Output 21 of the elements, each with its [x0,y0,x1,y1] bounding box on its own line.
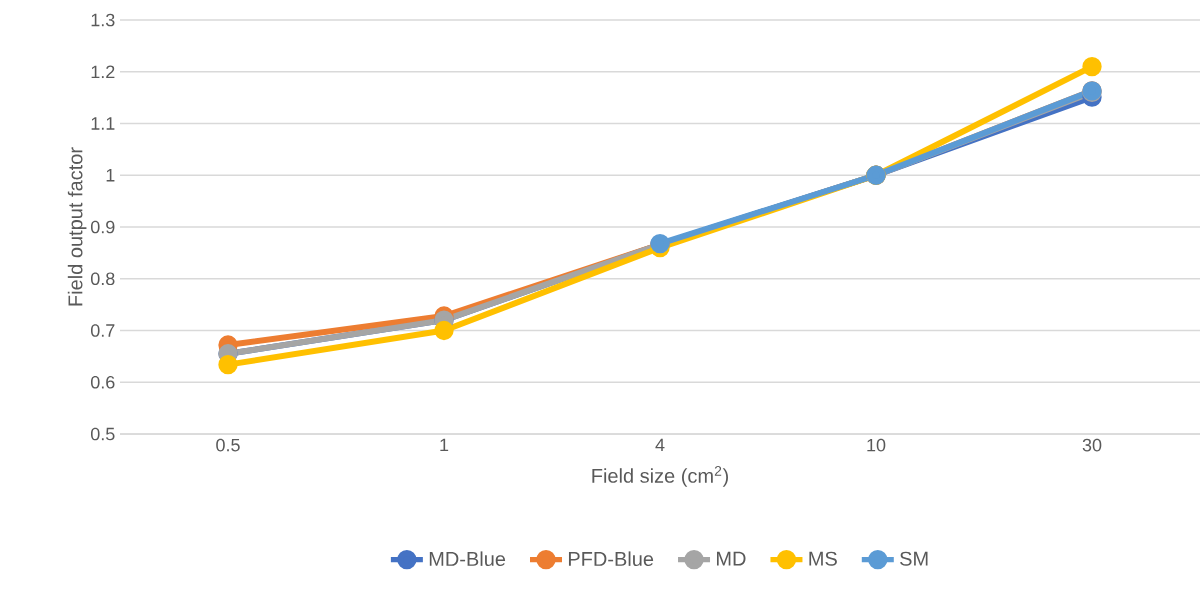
legend-label: MD-Blue [429,551,506,567]
y-tick-label: 0.9 [90,220,115,234]
legend-label: PFD-Blue [568,551,654,567]
x-tick-label: 10 [867,438,886,452]
y-tick-label: 1.2 [91,65,115,79]
y-axis-title: Field output factor [67,147,87,306]
y-tick-label: 0.6 [90,375,115,389]
legend-label: MD [716,551,746,566]
y-tick-label: 0.7 [90,324,115,337]
x-tick-label: 30 [1082,438,1102,452]
x-tick-label: 4 [655,438,665,452]
x-axis-title: Field size (cm$^{2}$) [592,465,728,487]
y-tick-label: 1.1 [91,117,115,130]
x-tick-label: 0.5 [216,438,240,452]
y-tick-label: 0.8 [90,272,115,286]
x-tick-label: 1 [440,438,449,452]
y-tick-label: 1 [106,169,115,182]
legend-label: SM [900,551,928,566]
y-tick-label: 0.5 [90,427,115,441]
y-tick-label: 1.3 [91,13,115,27]
legend-label: MS [809,551,837,566]
